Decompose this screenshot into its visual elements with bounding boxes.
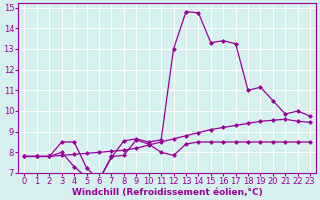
X-axis label: Windchill (Refroidissement éolien,°C): Windchill (Refroidissement éolien,°C): [72, 188, 263, 197]
